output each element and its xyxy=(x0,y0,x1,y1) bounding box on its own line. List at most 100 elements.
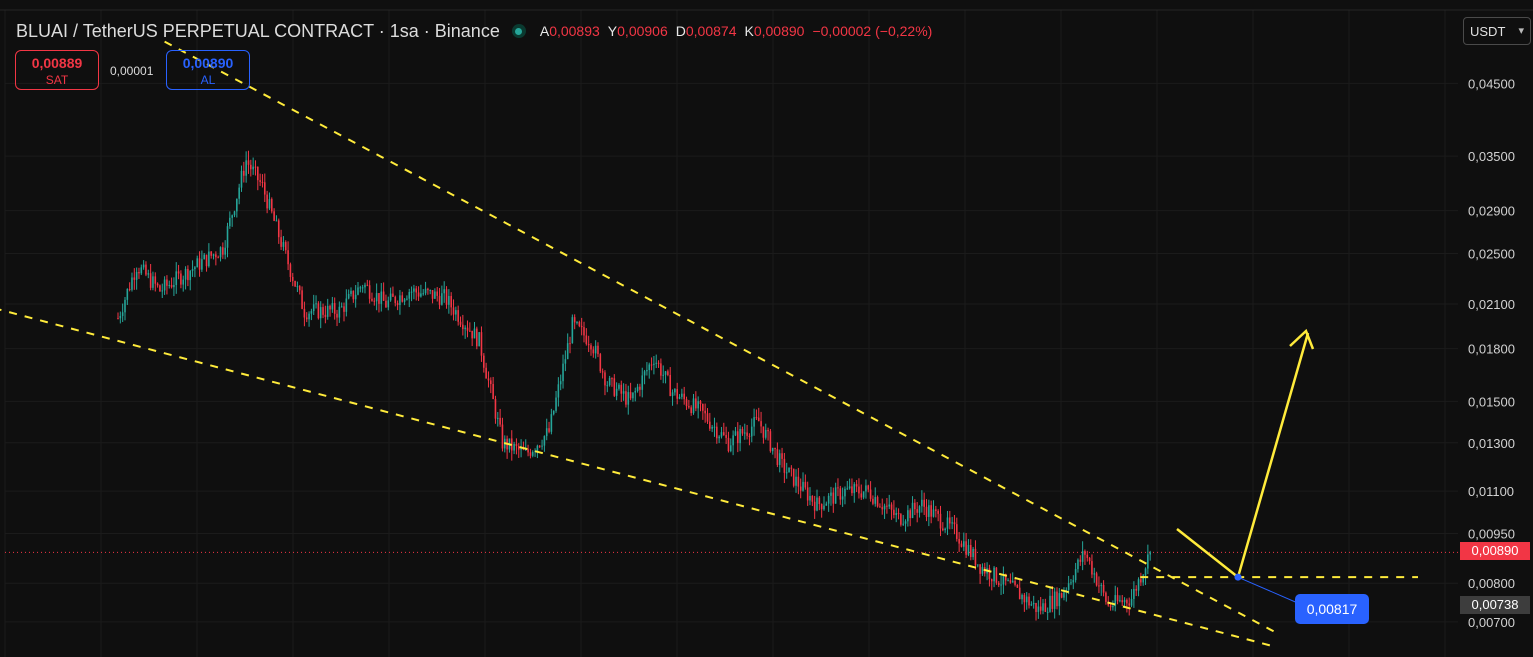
candle-body xyxy=(450,296,452,308)
candle-body xyxy=(527,449,529,453)
candle-body xyxy=(1137,579,1140,591)
candle-body xyxy=(1000,584,1002,586)
candle-body xyxy=(1079,559,1082,562)
grid-layer xyxy=(4,10,1458,657)
symbol-title[interactable]: BLUAI / TetherUS PERPETUAL CONTRACT · 1s… xyxy=(16,20,500,41)
candle-body xyxy=(413,288,415,292)
price-axis-label: 0,00800 xyxy=(1468,576,1515,591)
candle-body xyxy=(403,299,406,302)
candle-body xyxy=(310,311,313,314)
candle-body xyxy=(485,367,487,379)
candle-body xyxy=(275,220,278,222)
candle-body xyxy=(657,362,660,364)
candle-body xyxy=(159,285,161,292)
candle-body xyxy=(925,506,928,517)
candle-body xyxy=(662,374,665,376)
candle-body xyxy=(1042,603,1044,611)
price-axis[interactable]: 0,04500 0,03500 0,02900 0,02500 0,02100 0,018… xyxy=(1468,76,1515,629)
candle-body xyxy=(995,567,998,583)
candle-body xyxy=(785,472,788,474)
candle-body xyxy=(392,293,394,297)
candle-body xyxy=(697,401,699,409)
candle-body xyxy=(669,374,672,397)
candle-body xyxy=(872,498,874,504)
candle-body xyxy=(333,303,336,314)
candle-body xyxy=(653,363,655,365)
candle-body xyxy=(879,506,881,508)
candle-body xyxy=(743,432,746,434)
price-axis-label: 0,00700 xyxy=(1468,615,1515,630)
price-axis-label: 0,01100 xyxy=(1468,484,1514,499)
candle-body xyxy=(170,285,173,288)
currency-select[interactable]: USDT ▾ xyxy=(1463,17,1531,45)
candle-body xyxy=(1116,595,1119,602)
candle-body xyxy=(538,445,541,447)
candle-body xyxy=(969,544,972,558)
sell-label: SAT xyxy=(45,73,69,87)
candle-body xyxy=(760,421,762,427)
candle-body xyxy=(944,528,946,531)
candle-body xyxy=(243,170,245,176)
candle-body xyxy=(655,362,658,364)
candle-body xyxy=(848,486,851,489)
candle-body xyxy=(536,445,539,452)
candle-body xyxy=(911,502,914,519)
candle-body xyxy=(322,307,324,315)
candle-body xyxy=(1023,594,1026,603)
candle-body xyxy=(1100,584,1103,586)
candle-body xyxy=(825,503,828,506)
candle-body xyxy=(345,298,348,312)
candle-body xyxy=(564,359,567,364)
candle-body xyxy=(597,345,599,355)
high-key: Y xyxy=(607,23,618,39)
candle-body xyxy=(548,428,550,432)
candle-body xyxy=(1081,551,1084,562)
candle-body xyxy=(194,267,196,270)
candle-body xyxy=(224,247,226,255)
candle-body xyxy=(469,330,471,332)
candle-body xyxy=(888,504,891,507)
candle-body xyxy=(664,371,667,375)
candle-body xyxy=(788,467,790,473)
buy-button[interactable]: 0,00890 AL xyxy=(166,50,250,90)
candle-body xyxy=(718,436,720,439)
candle-body xyxy=(587,343,590,346)
drawings-layer[interactable] xyxy=(0,40,1418,648)
candle-body xyxy=(660,363,662,376)
candle-body xyxy=(725,435,727,438)
anchor-price-label[interactable]: 0,00817 xyxy=(1295,594,1369,624)
candle-body xyxy=(303,308,306,318)
candle-body xyxy=(180,273,182,285)
chart-header: BLUAI / TetherUS PERPETUAL CONTRACT · 1s… xyxy=(16,20,932,42)
candle-body xyxy=(851,486,853,494)
candle-body xyxy=(175,271,178,285)
candle-body xyxy=(746,432,748,436)
candle-body xyxy=(364,284,366,288)
candle-body xyxy=(711,426,713,429)
candle-body xyxy=(357,287,359,295)
candle-body xyxy=(769,431,772,452)
candle-body xyxy=(902,523,905,525)
candle-body xyxy=(121,312,124,316)
price-axis-label: 0,02500 xyxy=(1468,247,1515,262)
projection-arrow xyxy=(1176,332,1310,580)
candle-body xyxy=(394,296,397,304)
candle-body xyxy=(676,389,678,399)
candle-body xyxy=(792,468,795,486)
candle-body xyxy=(965,541,967,555)
candle-body xyxy=(308,313,310,320)
buy-label: AL xyxy=(200,73,216,87)
candle-body xyxy=(368,285,371,299)
candle-body xyxy=(378,293,380,304)
candle-body xyxy=(1018,587,1021,600)
candle-body xyxy=(1084,551,1086,555)
candle-body xyxy=(736,431,739,444)
candle-body xyxy=(921,499,923,507)
sell-button[interactable]: 0,00889 SAT xyxy=(15,50,99,90)
candle-body xyxy=(466,327,469,331)
candle-body xyxy=(131,277,133,290)
candle-body xyxy=(1135,588,1138,591)
candle-body xyxy=(830,492,832,496)
candle-body xyxy=(408,292,411,299)
